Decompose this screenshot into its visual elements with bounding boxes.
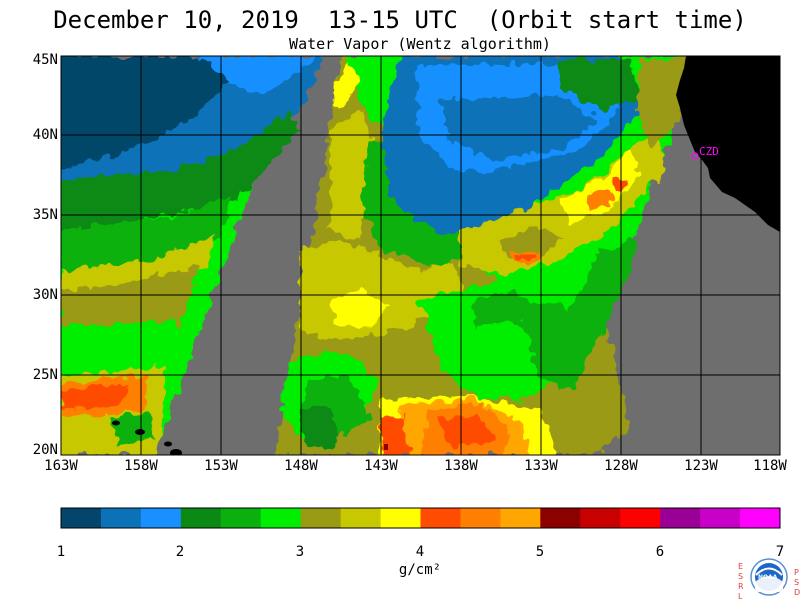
logo-letter: S <box>794 578 800 587</box>
colorbar-tick-label: 5 <box>535 544 545 560</box>
logo-center-text: NOAA <box>758 574 778 581</box>
colorbar-tick-label: 6 <box>655 544 665 560</box>
lat-tick-label: 25N <box>32 367 58 383</box>
lat-tick-label: 40N <box>32 127 58 143</box>
colorbar <box>61 508 781 528</box>
lon-tick-label: 143W <box>364 458 398 474</box>
colorbar-frame <box>60 507 781 529</box>
right-swath <box>380 56 690 390</box>
lat-tick-label: 20N <box>32 442 58 458</box>
colorbar-cell <box>100 508 142 528</box>
left-swath <box>61 56 325 455</box>
logo-letter: P <box>794 568 799 577</box>
station-label: CZD <box>699 145 719 158</box>
hawaiian-islands <box>112 420 182 455</box>
colorbar-cell <box>380 508 421 528</box>
colorbar-cell <box>300 508 342 528</box>
lat-tick-label: 35N <box>32 207 58 223</box>
logo-letter: D <box>794 588 800 597</box>
colorbar-cell <box>620 508 661 528</box>
chart-title: December 10, 2019 13-15 UTC (Orbit start… <box>53 6 747 34</box>
station-marker-icon <box>691 152 699 160</box>
lon-tick-label: 118W <box>753 458 787 474</box>
colorbar-tick-label: 1 <box>56 544 66 560</box>
chart-subtitle: Water Vapor (Wentz algorithm) <box>289 35 551 53</box>
colorbar-tick-label: 4 <box>415 544 425 560</box>
colorbar-tick-label: 2 <box>175 544 185 560</box>
lon-tick-label: 133W <box>524 458 558 474</box>
noaa-logo <box>750 558 788 596</box>
colorbar-cell <box>180 508 222 528</box>
lat-tick-label: 30N <box>32 287 58 303</box>
colorbar-cell <box>420 508 461 528</box>
colorbar-cell <box>700 508 741 528</box>
logo-letter: R <box>738 582 744 591</box>
map-frame <box>60 55 781 456</box>
california-coastline-land <box>676 56 780 232</box>
colorbar-tick-label: 7 <box>775 544 785 560</box>
colorbar-cell <box>540 508 581 528</box>
lon-tick-label: 138W <box>444 458 478 474</box>
lon-tick-label: 128W <box>604 458 638 474</box>
colorbar-cell <box>580 508 621 528</box>
colorbar-cell <box>340 508 382 528</box>
lon-tick-label: 153W <box>204 458 238 474</box>
colorbar-units: g/cm² <box>398 562 442 578</box>
lon-tick-label: 158W <box>124 458 158 474</box>
colorbar-cell <box>140 508 182 528</box>
lat-lon-grid <box>61 56 780 455</box>
logo-letter: S <box>738 572 744 581</box>
colorbar-cell <box>220 508 262 528</box>
lon-tick-label: 148W <box>284 458 318 474</box>
high-vapor-pixel <box>384 444 388 450</box>
colorbar-cell <box>460 508 501 528</box>
lon-tick-label: 123W <box>684 458 718 474</box>
logo-letter: L <box>738 592 743 601</box>
colorbar-cell <box>500 508 541 528</box>
lon-tick-label: 163W <box>44 458 78 474</box>
colorbar-tick-label: 3 <box>295 544 305 560</box>
colorbar-cell <box>660 508 701 528</box>
colorbar-cell <box>61 508 102 528</box>
logo-letter: E <box>738 562 744 571</box>
lat-tick-label: 45N <box>32 52 58 68</box>
colorbar-cell <box>740 508 781 528</box>
colorbar-cell <box>260 508 302 528</box>
